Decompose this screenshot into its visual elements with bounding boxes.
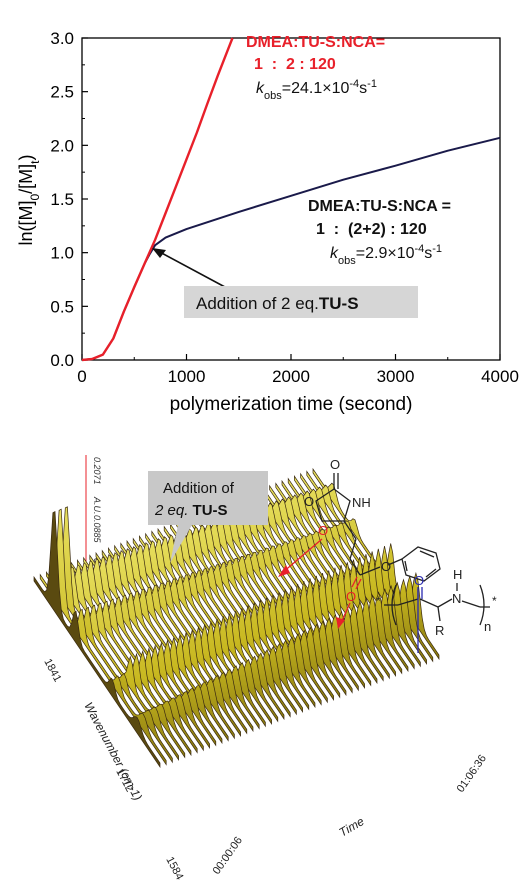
- y-tick-label: 0.0: [50, 351, 74, 370]
- y-tick-label: 1.0: [50, 244, 74, 263]
- x-ticks: 0 1000 2000 3000 4000: [77, 354, 519, 386]
- series-group: [81, 37, 501, 362]
- annotation-red-line1: DMEA:TU-S:NCA=: [246, 34, 385, 51]
- x-axis-label: polymerization time (second): [170, 394, 413, 415]
- x-tick-label: 0: [77, 367, 86, 386]
- addition-label: Addition of 2 eq.TU-S: [196, 294, 359, 313]
- callout-bubble: [148, 471, 268, 563]
- absorbance-label: A.U.: [92, 496, 102, 515]
- y-tick-label: 3.0: [50, 29, 74, 48]
- annotation-red-kobs: kobs=24.1×10-4s-1: [256, 78, 377, 102]
- peptide-n: N: [452, 591, 461, 606]
- nca-structure: [315, 473, 441, 590]
- addition-label-box: [184, 286, 418, 318]
- time-tick-start: 00:00:06: [211, 835, 245, 877]
- red-arrowhead-ester: [336, 617, 345, 629]
- x-tick-label: 4000: [481, 367, 519, 386]
- nca-red-o-ester: O: [346, 589, 356, 604]
- absorbance-tick-top: 0.2071: [92, 457, 102, 485]
- nca-ester-o: O: [381, 559, 391, 574]
- annotation-red-line2: 1 : 2 : 120: [254, 56, 336, 73]
- peptide-o: O: [414, 573, 424, 588]
- y-tick-label: 2.0: [50, 136, 74, 155]
- nca-ring-o: O: [304, 494, 314, 509]
- waterfall-ribbon: [39, 508, 167, 766]
- callout-line1: Addition of: [163, 480, 235, 497]
- y-tick-label: 2.5: [50, 83, 74, 102]
- x-tick-label: 2000: [272, 367, 310, 386]
- kinetics-chart: 0 1000 2000 3000 4000 0.00.51.01.52.02.53.0 …: [16, 29, 519, 415]
- nca-red-o-ring: O: [318, 523, 328, 538]
- x-tick-label: 3000: [377, 367, 415, 386]
- nca-top-o: O: [330, 457, 340, 472]
- addition-arrowhead: [152, 248, 166, 258]
- peptide-r: R: [435, 623, 444, 638]
- y-axis-label: ln([M]0/[M]t): [16, 154, 42, 245]
- peptide-h: H: [453, 567, 462, 582]
- waterfall-ribbon: [33, 511, 161, 769]
- y-ticks: 0.0 0.5 1.0 1.5 2.0 2.5 3.0: [50, 29, 88, 370]
- red-arrowhead-ring: [278, 565, 290, 577]
- y-tick-label: 0.5: [50, 297, 74, 316]
- absorbance-tick-mid: 0.0885: [92, 515, 102, 544]
- peptide-star-left: *: [376, 594, 381, 608]
- polypeptide-structure: [384, 583, 490, 626]
- wavenumber-tick-1841: 1841: [41, 657, 63, 684]
- nca-nh: NH: [352, 495, 371, 510]
- series-line-red: [81, 37, 234, 362]
- waterfall-ribbon: [46, 506, 173, 764]
- time-tick-end: 01:06:36: [455, 753, 489, 795]
- x-tick-label: 1000: [168, 367, 206, 386]
- y-tick-label: 1.5: [50, 190, 74, 209]
- wavenumber-tick-1584: 1584: [163, 855, 185, 882]
- peptide-n-subscript: n: [484, 619, 491, 634]
- annotation-black-line2: 1 : (2+2) : 120: [316, 221, 427, 238]
- callout-line2: 2 eq. TU-S: [154, 502, 228, 519]
- red-arrow-ring: [281, 538, 323, 574]
- annotation-black-line1: DMEA:TU-S:NCA =: [308, 198, 451, 215]
- peptide-star-right: *: [492, 594, 497, 608]
- annotation-black-kobs: kobs=2.9×10-4s-1: [330, 243, 442, 267]
- time-axis-label: Time: [337, 814, 367, 840]
